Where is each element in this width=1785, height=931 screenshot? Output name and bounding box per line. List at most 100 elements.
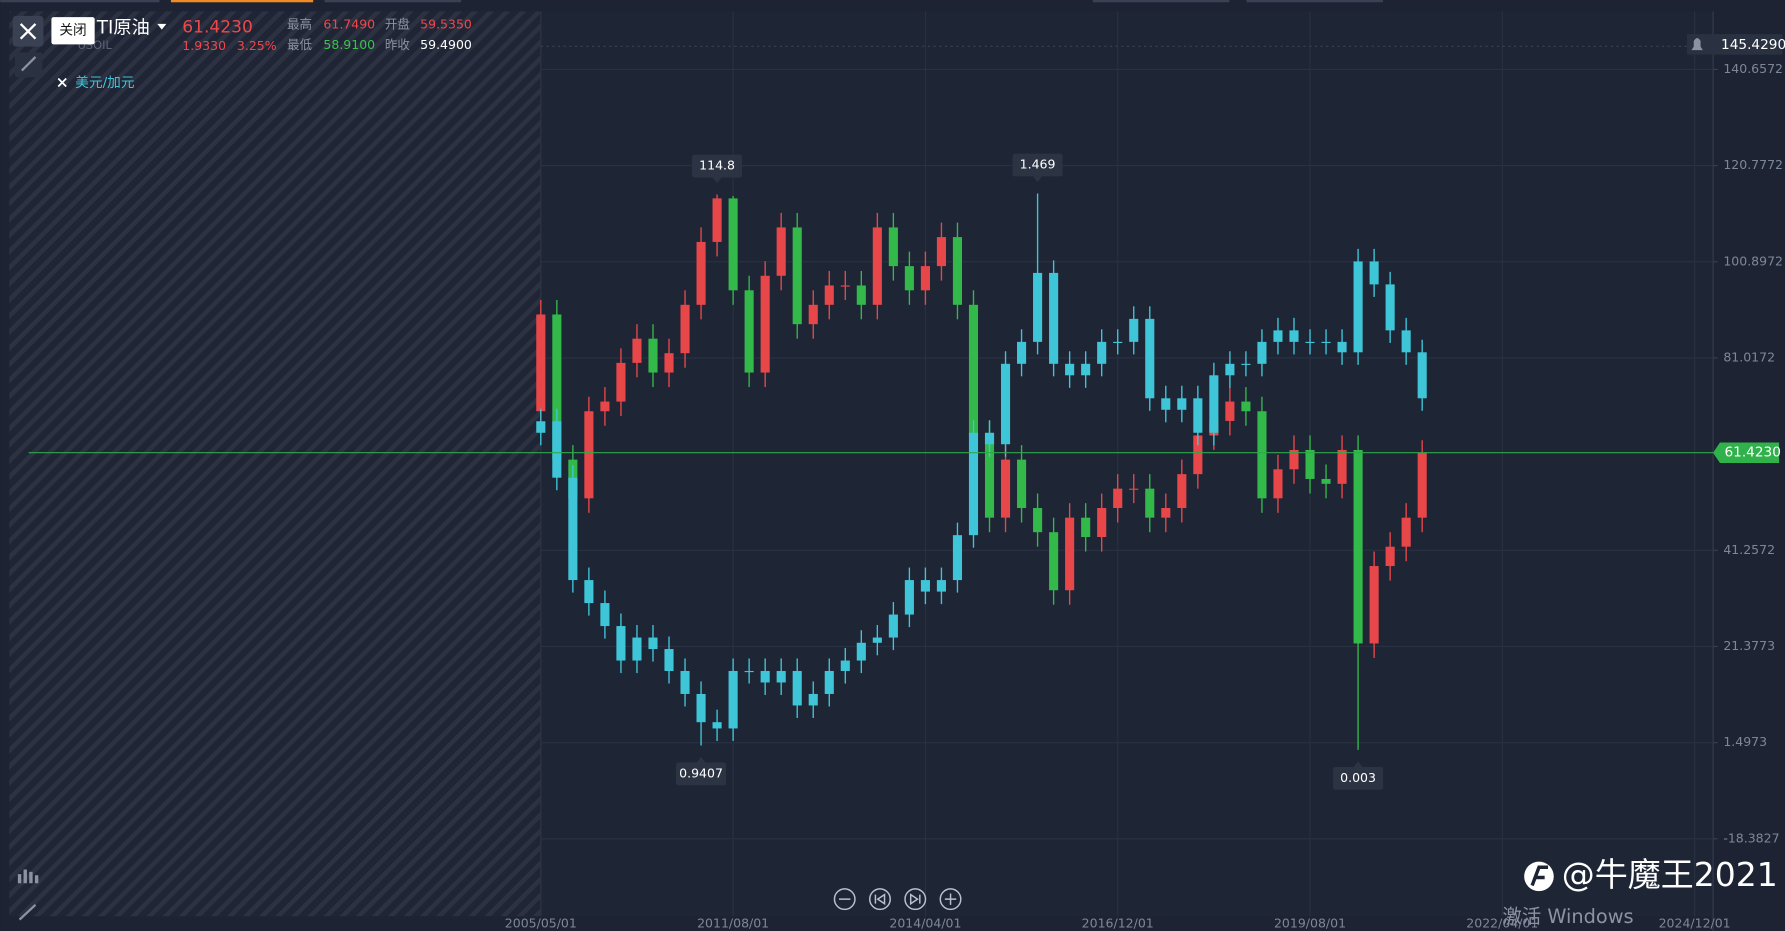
x-tick-label: 2011/08/01 <box>697 916 769 931</box>
candle-body <box>1017 459 1027 508</box>
candle-body <box>552 421 562 478</box>
alert-label: 145.4290 <box>1721 37 1785 53</box>
candle-body <box>792 670 802 706</box>
go-start[interactable] <box>868 888 891 911</box>
candle-body <box>1337 341 1347 353</box>
y-tick-label: 81.0172 <box>1723 349 1775 364</box>
candle-body <box>728 198 738 291</box>
stat-label: 最高 <box>287 17 312 32</box>
candle-body <box>1369 261 1379 285</box>
extreme-tag <box>692 154 743 178</box>
alert-bell[interactable] <box>1691 38 1703 51</box>
dropdown-arrow[interactable] <box>157 23 167 30</box>
candle-body <box>1049 272 1059 364</box>
zoom-in[interactable] <box>939 888 962 911</box>
extreme-label: 114.8 <box>699 158 735 173</box>
candle-body <box>1401 330 1411 353</box>
candle-body <box>1385 284 1395 331</box>
candle-body <box>1113 341 1123 343</box>
symbol-name[interactable]: TI原油 <box>96 17 150 38</box>
change: 1.9330 <box>182 38 226 53</box>
extreme-tag <box>1012 153 1063 177</box>
go-end[interactable] <box>904 888 927 911</box>
tool-icon[interactable] <box>21 56 37 72</box>
candle-body <box>888 614 898 638</box>
candle-body <box>632 338 642 363</box>
candle-body <box>1129 318 1139 342</box>
candle-body <box>776 670 786 683</box>
zoom-out[interactable] <box>833 888 856 911</box>
stat-label: 最低 <box>287 37 313 52</box>
candle-body <box>1129 488 1139 490</box>
candle-body <box>1193 435 1203 475</box>
y-tick-label: 21.3773 <box>1723 638 1775 653</box>
tab[interactable] <box>1246 0 1384 3</box>
candle-body <box>696 693 706 723</box>
x-tick-label: 2016/12/01 <box>1082 916 1154 931</box>
candle-body <box>888 227 898 267</box>
legend-entry[interactable]: 美元/加元 <box>75 75 135 91</box>
y-tick-label: -18.3827 <box>1723 830 1779 845</box>
y-tick-label: 41.2572 <box>1723 542 1775 557</box>
candle-body <box>824 670 834 694</box>
go-start-icon[interactable] <box>874 893 886 906</box>
candle-body <box>1081 517 1091 538</box>
legend-remove[interactable] <box>57 77 67 88</box>
candle-body <box>1257 411 1267 499</box>
extreme-pointer <box>1033 176 1043 183</box>
candle-body <box>1369 566 1379 644</box>
go-end-icon[interactable] <box>909 893 921 906</box>
candle-body <box>872 227 882 305</box>
tab[interactable] <box>0 0 160 3</box>
extreme-label: 1.469 <box>1020 157 1056 172</box>
candle-body <box>1305 341 1315 343</box>
zoom-in-icon[interactable] <box>944 893 957 905</box>
candle-body <box>808 693 818 706</box>
extreme-label: 0.9407 <box>679 765 723 780</box>
candle-body <box>952 535 963 581</box>
candle-body <box>1225 363 1235 376</box>
tab[interactable] <box>324 0 462 3</box>
tab-active[interactable] <box>170 0 314 3</box>
candle-body <box>1000 459 1011 518</box>
candle-body <box>792 227 802 325</box>
candle-body <box>968 304 979 436</box>
candle-body <box>1177 474 1187 508</box>
marks <box>536 193 1427 750</box>
candle-body <box>632 637 642 661</box>
candle-body <box>616 626 626 661</box>
candle-body <box>696 241 706 305</box>
candle-body <box>856 285 866 305</box>
candle-body <box>984 432 995 445</box>
candle-body <box>1321 341 1331 343</box>
candle-body <box>824 285 834 305</box>
last-price-label: 61.4230 <box>1724 445 1780 461</box>
candle-body <box>1241 363 1251 365</box>
stat-label: 昨收 <box>385 37 411 52</box>
indicator-icon[interactable] <box>17 869 39 884</box>
candle-body <box>840 660 850 671</box>
extreme-pointer <box>696 756 706 763</box>
close-icon[interactable] <box>19 23 37 40</box>
candle-body <box>1033 272 1043 342</box>
candle-body <box>664 353 674 373</box>
candle-body <box>760 670 770 683</box>
candle-body <box>616 362 626 402</box>
alert-tag[interactable] <box>1686 34 1783 55</box>
candle-body <box>840 285 850 287</box>
candle-body <box>872 637 882 643</box>
candle-body <box>1161 507 1171 518</box>
change-pct: 3.25% <box>237 38 277 53</box>
candle-body <box>1353 261 1363 353</box>
candle-body <box>1321 478 1331 484</box>
candle-body <box>1161 398 1171 410</box>
candle-body <box>1097 341 1107 364</box>
candle-body <box>904 580 914 615</box>
candle-body <box>1065 363 1075 376</box>
stat-value: 58.9100 <box>323 37 375 52</box>
x-tick-label: 2005/05/01 <box>505 916 577 931</box>
draw-icon[interactable] <box>18 903 37 921</box>
no-data-area <box>9 11 541 917</box>
tab[interactable] <box>1092 0 1230 3</box>
extreme-tag <box>1333 766 1384 790</box>
